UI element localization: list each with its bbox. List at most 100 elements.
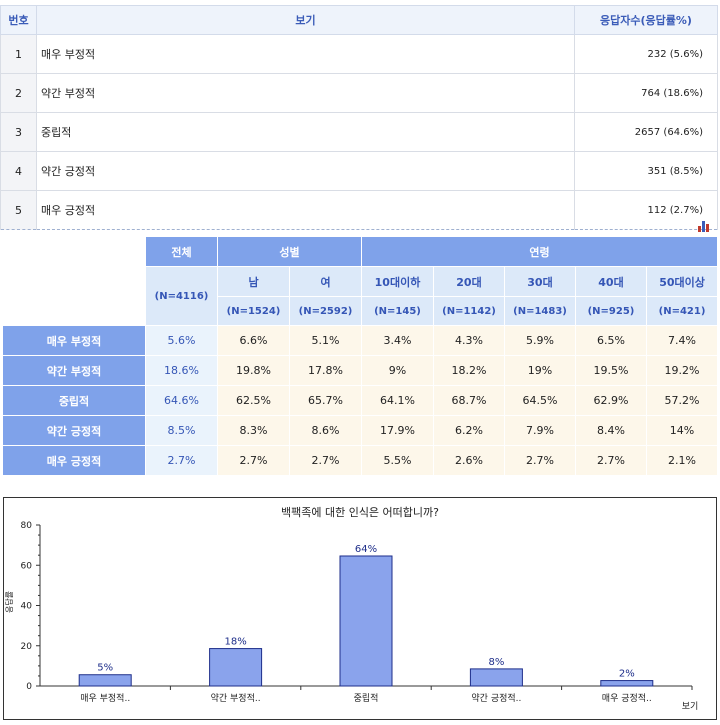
- table-row: 매우 긍정적 2.7% 2.7% 2.7% 5.5% 2.6% 2.7% 2.7…: [2, 445, 719, 476]
- cell-value: 17.8%: [289, 355, 362, 386]
- cell-value: 18.2%: [433, 355, 505, 386]
- cell-value: 17.9%: [361, 415, 434, 446]
- chart-bar: [469, 668, 523, 687]
- row-label: 약간 긍정적: [2, 415, 146, 446]
- header-age: 연령: [360, 236, 719, 267]
- table-row: 1 매우 부정적 232 (5.6%): [0, 34, 718, 74]
- header-total: 전체: [145, 236, 218, 267]
- x-tick-label: 중립적: [354, 692, 379, 704]
- response-table-header: 번호 보기 응답자수(응답률%): [0, 5, 718, 35]
- cell-value: 7.9%: [504, 415, 576, 446]
- cross-table: 전체 성별 연령 (N=4116) 남 여 10대이하 20대 30대 40대 …: [2, 236, 719, 476]
- row-number: 4: [0, 151, 37, 191]
- bar-data-label: 64%: [355, 544, 377, 555]
- y-tick-label: 0: [26, 682, 32, 692]
- chart-title: 백팩족에 대한 인식은 어떠합니까?: [281, 506, 439, 519]
- row-count: 232 (5.6%): [574, 34, 718, 74]
- table-row: 4 약간 긍정적 351 (8.5%): [0, 151, 718, 191]
- table-row: 5 매우 긍정적 112 (2.7%): [0, 190, 718, 230]
- subgroup-n: (N=1524): [217, 296, 290, 326]
- subgroup-header: 10대이하: [361, 266, 434, 297]
- y-tick-label: 20: [21, 642, 33, 652]
- y-axis-label: 응답률: [4, 591, 14, 613]
- row-label: 약간 부정적: [2, 355, 146, 386]
- cell-value: 9%: [361, 355, 434, 386]
- row-count: 351 (8.5%): [574, 151, 718, 191]
- cell-value: 5.1%: [289, 325, 362, 356]
- bar-data-label: 18%: [224, 637, 246, 648]
- cell-value: 19.8%: [217, 355, 290, 386]
- row-label: 매우 긍정적: [2, 445, 146, 476]
- header-no: 번호: [0, 5, 37, 35]
- subgroup-n: (N=2592): [289, 296, 362, 326]
- bar-chart-icon[interactable]: [697, 219, 711, 232]
- chart-bar: [339, 555, 393, 687]
- cell-value: 6.2%: [433, 415, 505, 446]
- subgroup-n: (N=421): [645, 296, 719, 326]
- table-row: 매우 부정적 5.6% 6.6% 5.1% 3.4% 4.3% 5.9% 6.5…: [2, 325, 719, 356]
- cell-value: 6.5%: [575, 325, 647, 356]
- row-option: 약간 부정적: [36, 73, 575, 113]
- cell-value: 19.2%: [645, 355, 719, 386]
- cell-value: 5.5%: [361, 445, 434, 476]
- cell-value: 2.7%: [289, 445, 362, 476]
- total-value: 2.7%: [145, 445, 218, 476]
- y-tick-label: 60: [21, 561, 33, 571]
- row-option: 매우 부정적: [36, 34, 575, 74]
- bar-data-label: 8%: [488, 657, 504, 668]
- row-label: 매우 부정적: [2, 325, 146, 356]
- row-number: 1: [0, 34, 37, 74]
- subgroup-header: 20대: [433, 266, 505, 297]
- cell-value: 64.5%: [504, 385, 576, 416]
- subgroup-header: 40대: [575, 266, 647, 297]
- table-row: 중립적 64.6% 62.5% 65.7% 64.1% 68.7% 64.5% …: [2, 385, 719, 416]
- cell-value: 5.9%: [504, 325, 576, 356]
- row-count: 764 (18.6%): [574, 73, 718, 113]
- table-row: 3 중립적 2657 (64.6%): [0, 112, 718, 152]
- row-number: 5: [0, 190, 37, 230]
- row-count: 2657 (64.6%): [574, 112, 718, 152]
- response-chart: 백팩족에 대한 인식은 어떠합니까? 응답률 보기 0 20 40 60 80 5% 매우…: [3, 497, 717, 720]
- cell-value: 2.7%: [575, 445, 647, 476]
- cell-value: 64.1%: [361, 385, 434, 416]
- chart-bar: [209, 648, 263, 687]
- cell-value: 6.6%: [217, 325, 290, 356]
- header-gender: 성별: [217, 236, 362, 267]
- header-option: 보기: [36, 5, 575, 35]
- chart-bar: [600, 680, 654, 687]
- cell-value: 4.3%: [433, 325, 505, 356]
- cell-value: 3.4%: [361, 325, 434, 356]
- bar-data-label: 5%: [97, 663, 113, 674]
- corner-cell: [2, 236, 146, 326]
- cell-value: 2.7%: [504, 445, 576, 476]
- cell-value: 68.7%: [433, 385, 505, 416]
- x-tick-label: 약간 긍정적..: [471, 692, 521, 704]
- total-n: (N=4116): [145, 266, 218, 326]
- row-option: 중립적: [36, 112, 575, 152]
- x-tick-label: 매우 부정적..: [80, 692, 130, 704]
- y-tick-label: 80: [21, 521, 33, 531]
- subgroup-n: (N=1483): [504, 296, 576, 326]
- total-value: 8.5%: [145, 415, 218, 446]
- cell-value: 65.7%: [289, 385, 362, 416]
- subgroup-n: (N=925): [575, 296, 647, 326]
- cell-value: 8.6%: [289, 415, 362, 446]
- row-option: 약간 긍정적: [36, 151, 575, 191]
- cell-value: 8.4%: [575, 415, 647, 446]
- cell-value: 7.4%: [645, 325, 719, 356]
- row-number: 2: [0, 73, 37, 113]
- bar-chart-svg: 백팩족에 대한 인식은 어떠합니까? 응답률 보기 0 20 40 60 80 5% 매우…: [4, 506, 698, 712]
- total-value: 5.6%: [145, 325, 218, 356]
- total-value: 18.6%: [145, 355, 218, 386]
- x-tick-label: 약간 부정적..: [211, 692, 261, 704]
- row-count: 112 (2.7%): [574, 190, 718, 230]
- x-tick-label: 매우 긍정적..: [602, 692, 652, 704]
- table-row: 약간 긍정적 8.5% 8.3% 8.6% 17.9% 6.2% 7.9% 8.…: [2, 415, 719, 446]
- row-number: 3: [0, 112, 37, 152]
- cell-value: 2.1%: [645, 445, 719, 476]
- cell-value: 62.5%: [217, 385, 290, 416]
- y-tick-label: 40: [21, 602, 33, 612]
- cell-value: 19.5%: [575, 355, 647, 386]
- cell-value: 8.3%: [217, 415, 290, 446]
- subgroup-header: 30대: [504, 266, 576, 297]
